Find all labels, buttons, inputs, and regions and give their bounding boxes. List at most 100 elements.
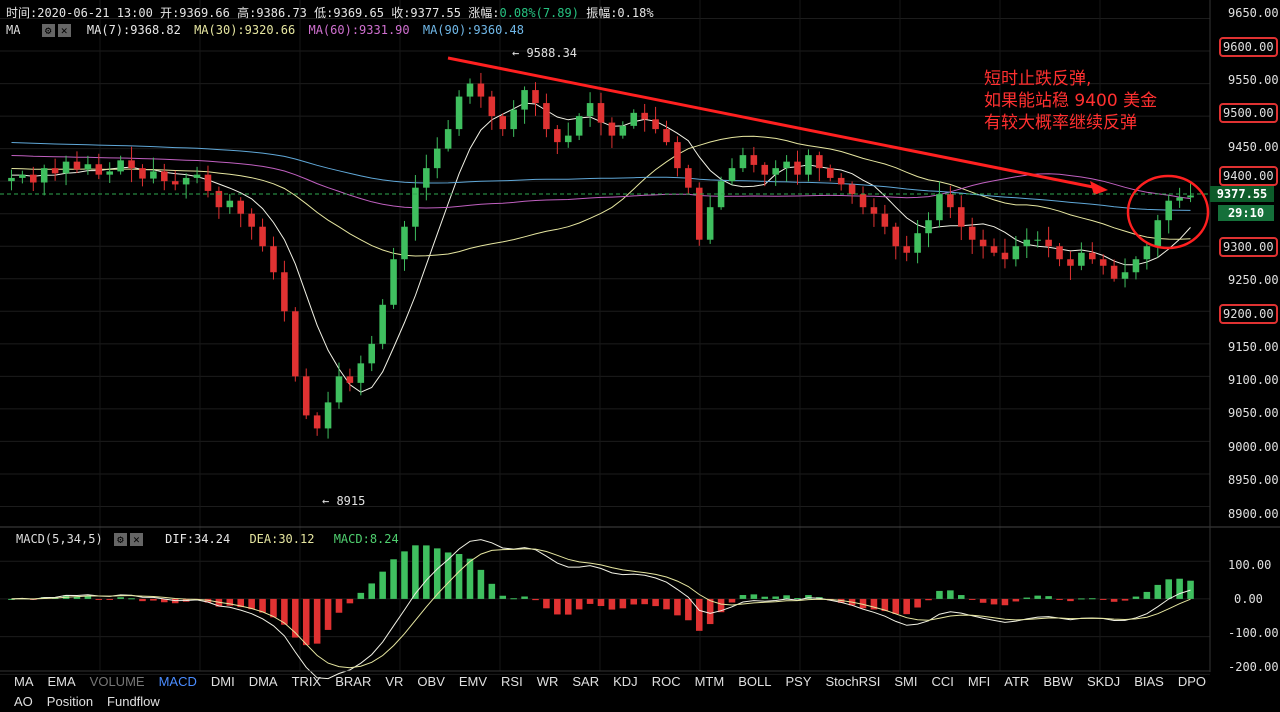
macd-bar (892, 598, 900, 614)
macd-bar (510, 598, 517, 600)
axis-tick: 9000.00 (1228, 440, 1279, 454)
tab-ao[interactable]: AO (14, 694, 33, 709)
macd-bar (215, 598, 223, 607)
tab-brar[interactable]: BRAR (335, 674, 372, 689)
macd-bar (379, 571, 386, 599)
ma-name: MA (6, 23, 21, 37)
axis-tick: 9250.00 (1228, 273, 1279, 287)
candle-body (455, 96, 463, 130)
trend-line (447, 56, 1099, 190)
candle-body (892, 226, 900, 247)
tab-cci[interactable]: CCI (931, 674, 954, 689)
axis-tick: 8950.00 (1228, 473, 1279, 487)
ma90-value: MA(90):9360.48 (422, 23, 525, 37)
macd-bar (84, 596, 92, 599)
tab-macd[interactable]: MACD (158, 674, 197, 689)
candle-body (1143, 246, 1151, 260)
candle-body (925, 220, 932, 234)
tab-bbw[interactable]: BBW (1043, 674, 1073, 689)
candle-body (161, 171, 168, 182)
highlight-circle (1126, 174, 1210, 250)
candle-body (816, 155, 823, 169)
macd-bar (641, 598, 648, 605)
tab-sar[interactable]: SAR (572, 674, 600, 689)
candle-body (979, 239, 987, 247)
tab-smi[interactable]: SMI (894, 674, 918, 689)
tab-obv[interactable]: OBV (417, 674, 445, 689)
tab-boll[interactable]: BOLL (738, 674, 772, 689)
macd-bar (73, 596, 81, 599)
macd-bar (608, 598, 616, 610)
macd-bar (695, 598, 703, 631)
tab-stochrsi[interactable]: StochRSI (825, 674, 881, 689)
macd-bar (575, 598, 583, 610)
tab-vr[interactable]: VR (385, 674, 404, 689)
macd-bar (270, 598, 277, 618)
axis-tick: 8900.00 (1228, 507, 1279, 521)
candle-body (1176, 197, 1183, 201)
candle-body (532, 90, 539, 104)
close-icon[interactable]: ✕ (57, 24, 71, 37)
candle-body (1012, 246, 1020, 260)
macd-bar (903, 598, 910, 615)
tab-ma[interactable]: MA (14, 674, 34, 689)
tab-dpo[interactable]: DPO (1177, 674, 1206, 689)
macd-bar (979, 598, 987, 603)
macd-bar (543, 598, 550, 609)
candle-body (1154, 220, 1162, 247)
tab-dma[interactable]: DMA (248, 674, 278, 689)
macd-bar (1187, 580, 1194, 599)
close-icon[interactable]: ✕ (129, 533, 143, 546)
macd-bar (794, 598, 801, 600)
tab-emv[interactable]: EMV (458, 674, 488, 689)
macd-bar (554, 598, 561, 615)
candle-body (215, 190, 223, 208)
chart-canvas (0, 0, 1280, 680)
candle-body (357, 363, 365, 383)
macd-bar (564, 598, 572, 615)
candle-body (313, 415, 321, 429)
macd-bar (1176, 578, 1183, 599)
axis-tick: 9200.00 (1219, 304, 1278, 324)
candle-body (903, 246, 910, 253)
tab-position[interactable]: Position (46, 694, 94, 709)
candle-body (597, 103, 605, 123)
tab-ema[interactable]: EMA (47, 674, 76, 689)
settings-icon[interactable]: ⚙ (113, 533, 127, 546)
tab-dmi[interactable]: DMI (210, 674, 235, 689)
candle-body (401, 226, 408, 260)
settings-icon[interactable]: ⚙ (41, 24, 55, 37)
tab-roc[interactable]: ROC (651, 674, 681, 689)
tab-skdj[interactable]: SKDJ (1086, 674, 1121, 689)
candle-body (1045, 239, 1052, 247)
macd-bar (1034, 595, 1041, 599)
candle-body (870, 207, 878, 214)
macd-bar (455, 553, 463, 599)
tab-trix[interactable]: TRIX (291, 674, 322, 689)
tab-atr[interactable]: ATR (1004, 674, 1030, 689)
axis-tick: 100.00 (1228, 558, 1272, 572)
candle-body (848, 184, 856, 195)
tab-volume[interactable]: VOLUME (89, 674, 145, 689)
tab-kdj[interactable]: KDJ (613, 674, 638, 689)
macd-bar (357, 592, 365, 599)
tab-bias[interactable]: BIAS (1134, 674, 1164, 689)
tab-rsi[interactable]: RSI (501, 674, 523, 689)
candle-body (204, 174, 212, 191)
macd-bar (499, 595, 507, 599)
macd-bar (859, 598, 867, 609)
tab-wr[interactable]: WR (536, 674, 559, 689)
candle-body (433, 148, 441, 169)
tab-psy[interactable]: PSY (785, 674, 812, 689)
candle-body (488, 96, 496, 117)
macd-bar (783, 595, 790, 599)
candle-body (477, 83, 485, 97)
tab-fundflow[interactable]: Fundflow (107, 694, 160, 709)
macd-name: MACD(5,34,5) (16, 532, 103, 546)
axis-tick: 9500.00 (1219, 103, 1278, 123)
macd-bar (412, 545, 419, 599)
tab-mfi[interactable]: MFI (967, 674, 991, 689)
candle-body (150, 171, 157, 179)
candle-body (466, 83, 474, 97)
tab-mtm[interactable]: MTM (694, 674, 725, 689)
